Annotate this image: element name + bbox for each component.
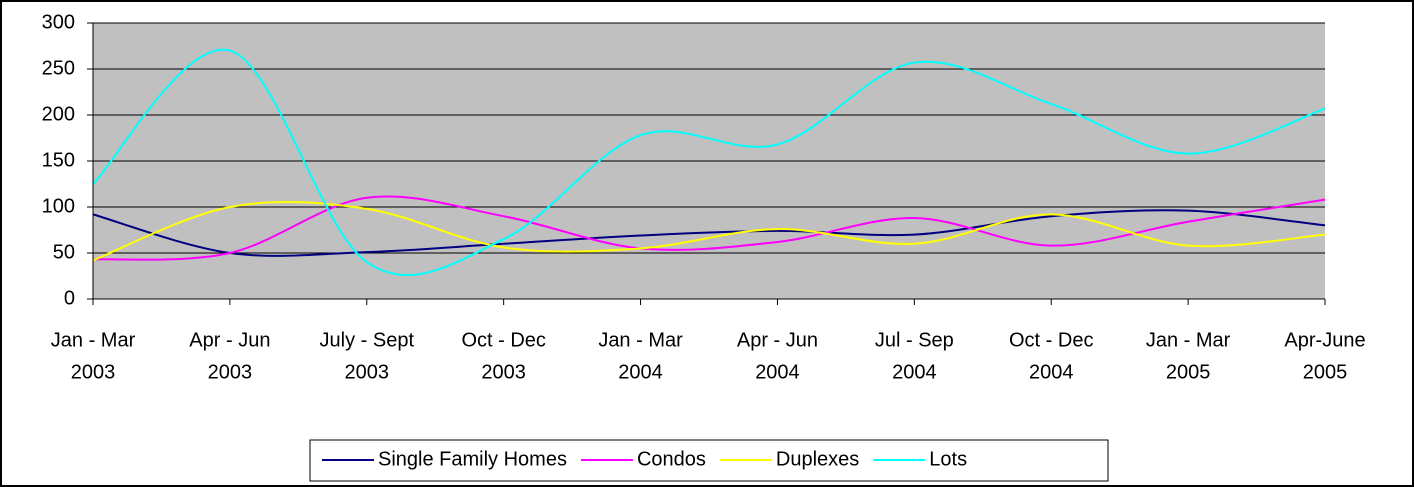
x-tick-label: 2004 [755, 361, 800, 383]
series-line [92, 200, 1326, 262]
y-tick-label: 250 [42, 57, 75, 79]
series-line [92, 48, 1326, 277]
legend-box [309, 439, 1109, 482]
lines [92, 48, 1326, 277]
x-tick-label: 2004 [1029, 361, 1074, 383]
x-tick-label: Oct - Dec [1009, 329, 1093, 351]
x-tick-label: 2003 [71, 361, 116, 383]
legend: Single Family Homes Condos Duplexes Lots [322, 448, 967, 470]
x-tick-label: July - Sept [320, 329, 415, 351]
x-tick-label: Jan - Mar [1146, 329, 1231, 351]
x-tick-label: Apr - Jun [189, 329, 270, 351]
x-tick-label: 2004 [892, 361, 937, 383]
x-tick-label: Jan - Mar [598, 329, 683, 351]
x-tick-label: Jan - Mar [51, 329, 136, 351]
y-tick-label: 0 [64, 287, 75, 309]
x-tick-label: Oct - Dec [461, 329, 545, 351]
axes: 0 50 100 150 200 250 300 Jan - Mar 2003 Apr - Jun… [42, 11, 1366, 383]
x-tick-label: 2003 [345, 361, 390, 383]
series-line [92, 195, 1326, 261]
grid [93, 22, 1325, 300]
legend-label: Duplexes [776, 448, 859, 470]
x-tick-label: 2005 [1166, 361, 1211, 383]
legend-label: Lots [929, 448, 967, 470]
y-tick-label: 300 [42, 11, 75, 33]
y-tick-label: 50 [53, 241, 75, 263]
y-tick-label: 200 [42, 103, 75, 125]
y-tick-label: 150 [42, 149, 75, 171]
x-tick-label: 2003 [208, 361, 253, 383]
x-tick-label: 2005 [1303, 361, 1348, 383]
x-tick-label: 2003 [481, 361, 526, 383]
y-tick-label: 100 [42, 195, 75, 217]
legend-label: Condos [637, 448, 706, 470]
x-tick-label: Apr - Jun [737, 329, 818, 351]
x-tick-label: 2004 [618, 361, 663, 383]
series-line [92, 209, 1326, 257]
legend-label: Single Family Homes [378, 448, 567, 470]
x-tick-label: Jul - Sep [875, 329, 954, 351]
x-tick-label: Apr-June [1284, 329, 1365, 351]
